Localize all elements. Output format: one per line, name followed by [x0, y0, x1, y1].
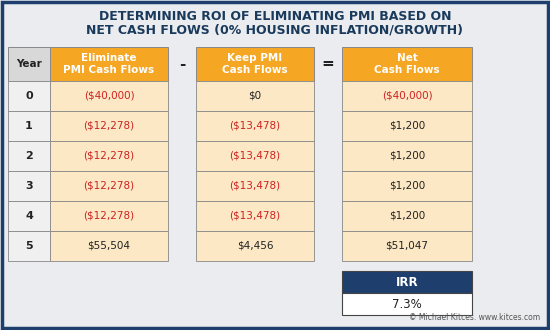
Bar [342, 293, 472, 315]
Text: ($40,000): ($40,000) [84, 91, 134, 101]
Text: DETERMINING ROI OF ELIMINATING PMI BASED ON: DETERMINING ROI OF ELIMINATING PMI BASED… [99, 10, 451, 22]
Text: $1,200: $1,200 [389, 211, 425, 221]
Text: ($12,278): ($12,278) [84, 151, 135, 161]
Bar [50, 231, 168, 261]
Bar [196, 81, 314, 111]
Text: ($12,278): ($12,278) [84, 211, 135, 221]
Text: $55,504: $55,504 [87, 241, 130, 251]
Bar [342, 81, 472, 111]
Text: ($12,278): ($12,278) [84, 181, 135, 191]
Text: ($40,000): ($40,000) [382, 91, 432, 101]
Bar [50, 47, 168, 81]
Text: Year: Year [16, 59, 42, 69]
Text: 2: 2 [25, 151, 33, 161]
Bar [342, 47, 472, 81]
Text: Net
Cash Flows: Net Cash Flows [374, 53, 440, 75]
Text: ($12,278): ($12,278) [84, 121, 135, 131]
Bar [50, 81, 168, 111]
Bar [342, 171, 472, 201]
Text: $1,200: $1,200 [389, 181, 425, 191]
Bar [196, 111, 314, 141]
Text: $51,047: $51,047 [386, 241, 428, 251]
Bar [8, 111, 50, 141]
Bar [342, 201, 472, 231]
Text: 5: 5 [25, 241, 33, 251]
Bar [8, 141, 50, 171]
Text: $1,200: $1,200 [389, 151, 425, 161]
Text: © Michael Kitces. www.kitces.com: © Michael Kitces. www.kitces.com [409, 313, 540, 322]
Bar [50, 141, 168, 171]
Bar [8, 81, 50, 111]
Bar [50, 171, 168, 201]
Text: ($13,478): ($13,478) [229, 211, 280, 221]
Bar [50, 111, 168, 141]
Bar [342, 111, 472, 141]
Text: $1,200: $1,200 [389, 121, 425, 131]
Text: 7.3%: 7.3% [392, 298, 422, 311]
Text: ($13,478): ($13,478) [229, 151, 280, 161]
Text: -: - [179, 56, 185, 72]
Text: ($13,478): ($13,478) [229, 121, 280, 131]
Text: 1: 1 [25, 121, 33, 131]
Bar [196, 47, 314, 81]
Bar [342, 141, 472, 171]
Bar [196, 231, 314, 261]
Text: 4: 4 [25, 211, 33, 221]
Bar [196, 201, 314, 231]
Text: IRR: IRR [395, 276, 419, 288]
Text: ($13,478): ($13,478) [229, 181, 280, 191]
Bar [50, 201, 168, 231]
Text: NET CASH FLOWS (0% HOUSING INFLATION/GROWTH): NET CASH FLOWS (0% HOUSING INFLATION/GRO… [86, 23, 464, 37]
Bar [196, 171, 314, 201]
Bar [196, 141, 314, 171]
Bar [342, 231, 472, 261]
Bar [8, 201, 50, 231]
Text: Keep PMI
Cash Flows: Keep PMI Cash Flows [222, 53, 288, 75]
Text: 0: 0 [25, 91, 33, 101]
Text: 3: 3 [25, 181, 33, 191]
Text: Eliminate
PMI Cash Flows: Eliminate PMI Cash Flows [63, 53, 155, 75]
Text: =: = [322, 56, 334, 72]
Bar [342, 271, 472, 293]
Text: $4,456: $4,456 [236, 241, 273, 251]
Bar [8, 171, 50, 201]
Bar [8, 231, 50, 261]
Bar [8, 47, 50, 81]
Text: $0: $0 [249, 91, 262, 101]
